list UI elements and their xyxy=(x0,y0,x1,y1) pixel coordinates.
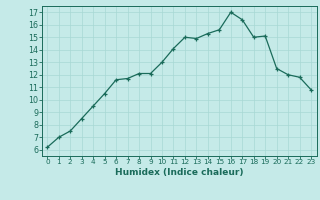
X-axis label: Humidex (Indice chaleur): Humidex (Indice chaleur) xyxy=(115,168,244,177)
